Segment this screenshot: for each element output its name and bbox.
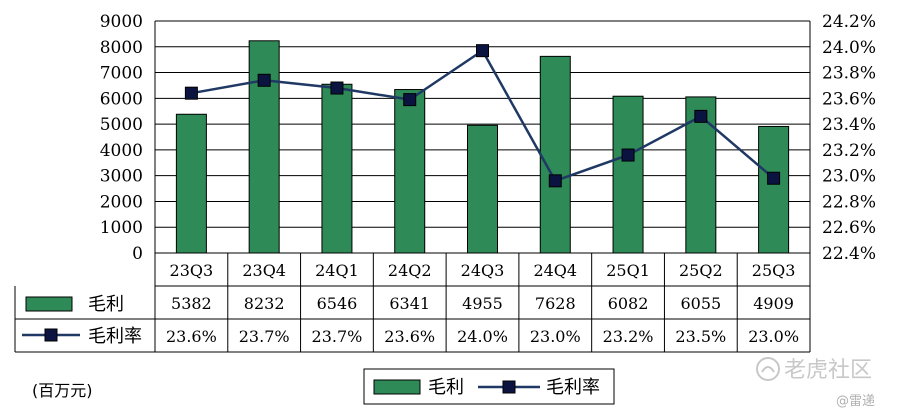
line-point xyxy=(403,93,417,107)
category-label: 25Q3 xyxy=(752,261,796,280)
line-point xyxy=(330,81,344,95)
line-value-label: 23.5% xyxy=(675,327,726,346)
left-tick-label: 4000 xyxy=(100,141,143,161)
right-tick-label: 23.6% xyxy=(822,89,876,109)
legend: 毛利 毛利率 xyxy=(363,368,615,405)
line-point xyxy=(257,73,271,87)
line-value-label: 23.6% xyxy=(166,327,217,346)
table-bar-series-name: 毛利 xyxy=(88,294,124,315)
legend-bar-swatch xyxy=(373,379,421,395)
left-tick-label: 6000 xyxy=(100,89,143,109)
category-label: 23Q3 xyxy=(170,261,214,280)
bar-value-label: 5382 xyxy=(171,294,212,313)
bar xyxy=(758,125,790,254)
left-tick-label: 2000 xyxy=(100,192,143,212)
line-point xyxy=(621,148,635,162)
legend-bar-label: 毛利 xyxy=(428,377,464,398)
category-label: 23Q4 xyxy=(242,261,286,280)
data-table: 23Q3 23Q4 24Q1 24Q2 24Q3 24Q4 25Q1 25Q2 25Q3 5382… xyxy=(14,253,811,353)
bar xyxy=(321,83,353,254)
bar-value-label: 8232 xyxy=(244,294,285,313)
right-tick-label: 23.2% xyxy=(822,141,876,161)
line-value-label: 23.6% xyxy=(384,327,435,346)
bar-value-label: 7628 xyxy=(535,294,576,313)
line-point xyxy=(767,171,781,185)
table-bar-swatch xyxy=(25,296,73,312)
bar-value-label: 4955 xyxy=(462,294,503,313)
line-value-label: 23.2% xyxy=(603,327,654,346)
category-label: 24Q2 xyxy=(388,261,432,280)
right-tick-label: 22.6% xyxy=(822,218,876,238)
left-axis-ticks: 0 1000 2000 3000 4000 5000 6000 7000 8000 9000 xyxy=(100,12,143,264)
bar xyxy=(612,95,644,254)
line-series xyxy=(184,44,781,188)
left-tick-label: 7000 xyxy=(100,64,143,84)
bar-value-label: 6082 xyxy=(608,294,649,313)
left-tick-label: 0 xyxy=(132,244,143,264)
left-tick-label: 8000 xyxy=(100,38,143,58)
right-tick-label: 22.4% xyxy=(822,244,876,264)
line-point xyxy=(694,109,708,123)
line-point xyxy=(548,174,562,188)
left-tick-label: 1000 xyxy=(100,218,143,238)
left-tick-label: 3000 xyxy=(100,167,143,187)
bar-value-label: 6055 xyxy=(680,294,721,313)
line-value-label: 24.0% xyxy=(457,327,508,346)
line-point xyxy=(476,44,489,58)
table-line-series-name: 毛利率 xyxy=(88,326,142,347)
tiger-logo-icon xyxy=(756,357,780,381)
right-tick-label: 23.8% xyxy=(822,64,876,84)
line-value-label: 23.7% xyxy=(312,327,363,346)
right-tick-label: 24.0% xyxy=(822,38,876,58)
legend-line-label: 毛利率 xyxy=(546,377,600,398)
line-point xyxy=(184,86,198,100)
right-tick-label: 23.0% xyxy=(822,167,876,187)
line-value-label: 23.0% xyxy=(530,327,581,346)
bar xyxy=(175,113,207,254)
category-label: 25Q2 xyxy=(679,261,723,280)
right-axis-ticks: 22.4% 22.6% 22.8% 23.0% 23.2% 23.4% 23.6% 23.8%… xyxy=(822,12,876,264)
line-value-label: 23.0% xyxy=(748,327,799,346)
right-tick-label: 23.4% xyxy=(822,115,876,135)
bar xyxy=(539,55,571,254)
left-tick-label: 5000 xyxy=(100,115,143,135)
bar xyxy=(467,124,498,254)
table-line-marker xyxy=(44,328,58,342)
category-label: 24Q3 xyxy=(461,261,505,280)
bar xyxy=(394,89,426,254)
line-value-label: 23.7% xyxy=(239,327,290,346)
bar-value-label: 4909 xyxy=(753,294,794,313)
unit-label: (百万元) xyxy=(32,381,93,400)
right-tick-label: 24.2% xyxy=(822,12,876,32)
bar-value-label: 6546 xyxy=(317,294,358,313)
watermark: 老虎社区 @雷递 xyxy=(756,357,875,409)
legend-line-marker xyxy=(502,380,516,394)
category-label: 25Q1 xyxy=(606,261,650,280)
left-tick-label: 9000 xyxy=(100,12,143,32)
bar xyxy=(248,40,280,254)
watermark-sub: @雷递 xyxy=(836,394,875,409)
category-label: 24Q1 xyxy=(315,261,359,280)
bar-value-label: 6341 xyxy=(389,294,430,313)
bar xyxy=(685,96,717,254)
right-tick-label: 22.8% xyxy=(822,192,876,212)
category-label: 24Q4 xyxy=(533,261,577,280)
watermark-text: 老虎社区 xyxy=(784,358,872,383)
